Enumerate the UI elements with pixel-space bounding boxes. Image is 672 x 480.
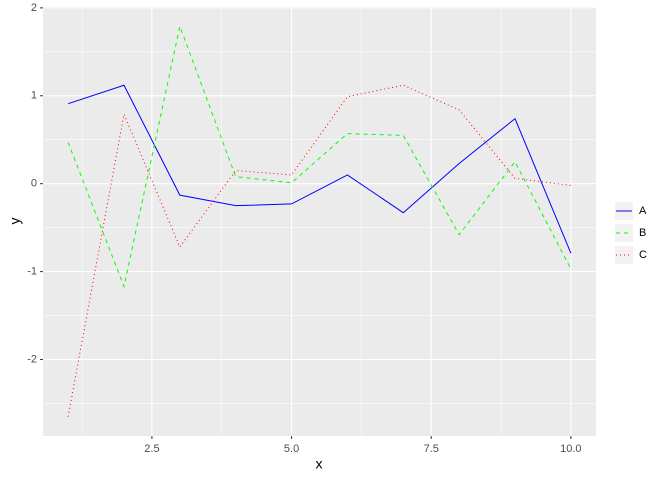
y-tick-label: 2 — [31, 2, 37, 14]
legend-label: C — [639, 249, 647, 261]
y-axis-title: y — [7, 218, 23, 225]
y-tick-label: 1 — [31, 90, 37, 102]
y-tick-label: 0 — [31, 178, 37, 190]
series-line — [67, 84, 571, 417]
panel — [43, 7, 596, 436]
legend-label: A — [639, 205, 647, 217]
x-axis-title: x — [316, 456, 323, 472]
y-tick-label: -2 — [27, 353, 37, 365]
legend-label: B — [639, 227, 646, 239]
y-tick-label: -1 — [27, 266, 37, 278]
x-tick-label: 10.0 — [560, 443, 581, 455]
x-tick-label: 5.0 — [284, 443, 299, 455]
x-tick-label: 7.5 — [424, 443, 439, 455]
x-tick-label: 2.5 — [144, 443, 159, 455]
series-line — [67, 84, 572, 254]
series-line — [67, 24, 572, 289]
